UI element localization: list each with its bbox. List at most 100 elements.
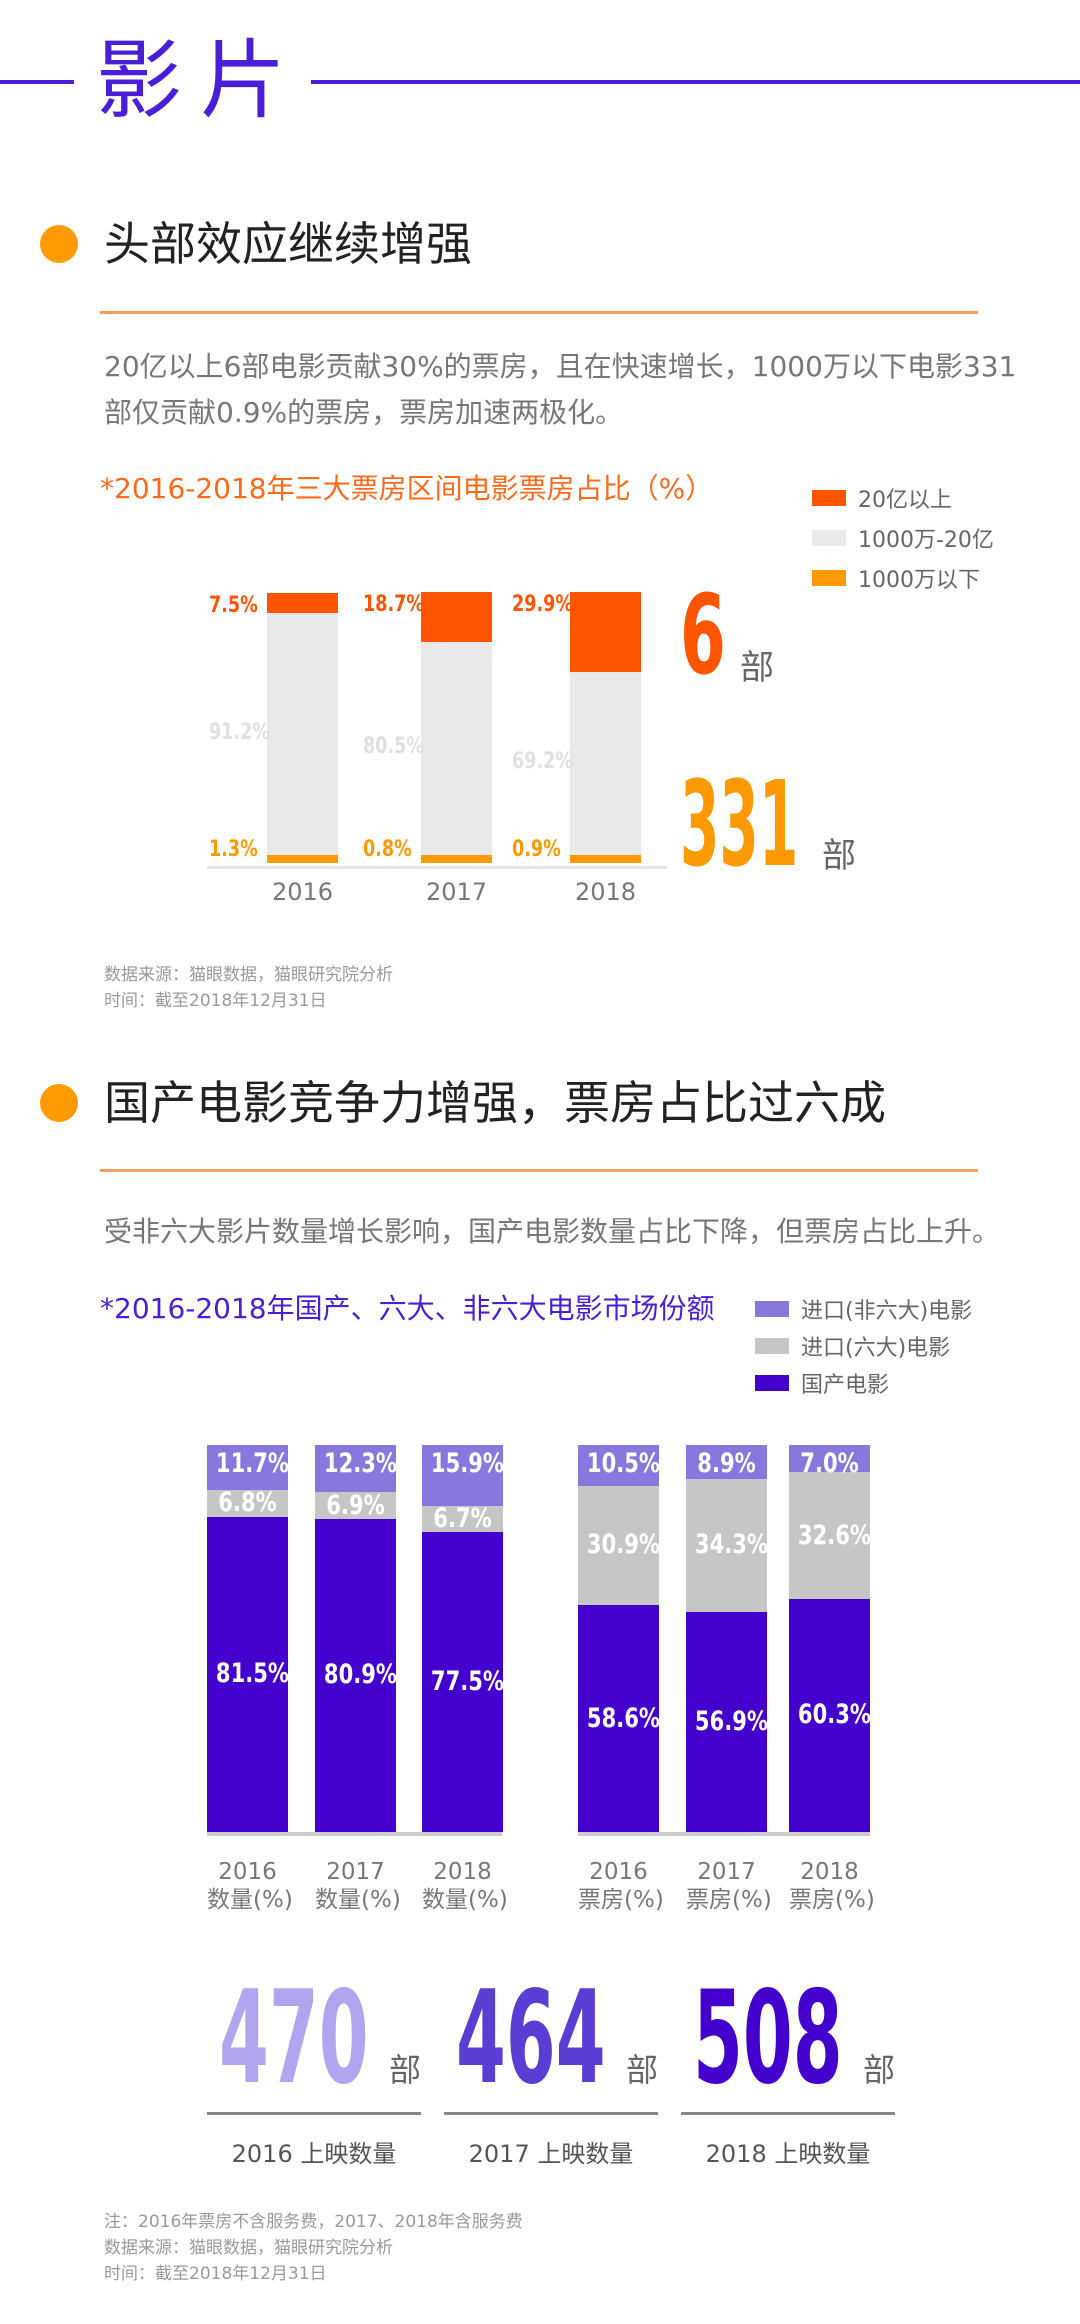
- bar-segment: [789, 1598, 870, 1832]
- bullet-icon: [40, 1084, 78, 1122]
- legend-swatch: [755, 1301, 789, 1317]
- chart1-title: *2016-2018年三大票房区间电影票房占比（%）: [100, 472, 714, 505]
- tick-metric: 数量(%): [422, 1887, 508, 1913]
- footnotes: 注：2016年票房不含服务费，2017、2018年含服务费 数据来源：猫眼数据，…: [104, 2209, 523, 2287]
- bar-segment: [422, 1532, 503, 1832]
- legend-swatch: [812, 490, 846, 506]
- bar-segment: [207, 1445, 288, 1491]
- bar-segment: [686, 1444, 767, 1480]
- count-unit: 部: [863, 2051, 896, 2089]
- chart1-legend-item: 20亿以上: [812, 482, 952, 514]
- bar-segment: [789, 1472, 870, 1599]
- bar-segment: [578, 1445, 659, 1486]
- tick-year: 2016: [589, 1859, 648, 1885]
- legend-swatch: [812, 530, 846, 546]
- bar-segment: [789, 1445, 870, 1473]
- bar-segment: [422, 1444, 503, 1507]
- bar-segment: [267, 613, 338, 855]
- data-label: 60.3%: [797, 1699, 871, 1731]
- bar-segment: [578, 1605, 659, 1832]
- x-tick-label: 2017 数量(%): [315, 1858, 401, 1914]
- data-label: 77.5%: [430, 1666, 504, 1698]
- bar-segment: [207, 1516, 288, 1832]
- data-label: 6.9%: [326, 1489, 385, 1521]
- section2-paragraph: 受非六大影片数量增长影响，国产电影数量占比下降，但票房占比上升。: [104, 1215, 1001, 1248]
- count-value: 508: [693, 1964, 843, 2113]
- bar-segment: [686, 1479, 767, 1612]
- legend-swatch: [755, 1338, 789, 1354]
- data-label: 80.5%: [363, 734, 425, 760]
- tick-metric: 票房(%): [578, 1887, 664, 1913]
- data-label: 69.2%: [512, 749, 574, 775]
- count-number: 470: [219, 1975, 379, 2103]
- tick-metric: 票房(%): [686, 1887, 772, 1913]
- x-tick-label: 2018: [574, 878, 637, 906]
- tick-metric: 数量(%): [315, 1887, 401, 1913]
- big-number: 6: [680, 571, 726, 699]
- bar-segment: [570, 855, 641, 863]
- x-tick-label: 2018 票房(%): [789, 1858, 875, 1914]
- count-number: 508: [693, 1975, 853, 2103]
- legend-swatch: [755, 1375, 789, 1391]
- source-line: 时间：截至2018年12月31日: [104, 991, 327, 1011]
- bar-segment: [421, 641, 492, 855]
- data-label: 29.9%: [512, 592, 574, 618]
- count-number: 464: [456, 1975, 616, 2103]
- paragraph-line: 20亿以上6部电影贡献30%的票房，且在快速增长，1000万以下电影331: [104, 350, 1017, 383]
- count-label: 2017 上映数量: [468, 2140, 634, 2168]
- chart2-title: *2016-2018年国产、六大、非六大电影市场份额: [100, 1292, 715, 1325]
- data-label: 6.8%: [218, 1487, 277, 1519]
- count-value: 464: [456, 1964, 606, 2113]
- data-label: 11.7%: [215, 1448, 289, 1479]
- x-tick-label: 2018 数量(%): [422, 1858, 508, 1914]
- count-underline: [681, 2112, 895, 2115]
- data-label: 18.7%: [363, 592, 425, 618]
- data-label: 58.6%: [586, 1702, 660, 1734]
- bar-segment: [422, 1506, 503, 1533]
- x-tick-label: 2017 票房(%): [686, 1858, 772, 1914]
- bar-segment: [686, 1611, 767, 1832]
- tick-year: 2018: [800, 1859, 859, 1885]
- bar-segment: [421, 855, 492, 863]
- data-label: 80.9%: [323, 1659, 397, 1691]
- chart2-legend-item: 进口(六大)电影: [755, 1330, 950, 1362]
- page-title: 影片: [96, 31, 304, 131]
- bar-segment: [267, 855, 338, 863]
- legend-label: 1000万以下: [858, 568, 980, 593]
- chart1-legend-item: 1000万-20亿: [812, 522, 994, 554]
- tick-year: 2018: [433, 1859, 492, 1885]
- data-label: 34.3%: [694, 1529, 768, 1561]
- data-label: 32.6%: [797, 1519, 871, 1551]
- bar-segment: [570, 592, 641, 672]
- chart1-legend-item: 1000万以下: [812, 562, 980, 594]
- chart2-baseline: [207, 1832, 502, 1836]
- x-tick-label: 2016 数量(%): [207, 1858, 293, 1914]
- note-line: 注：2016年票房不含服务费，2017、2018年含服务费: [104, 2212, 523, 2232]
- section1-paragraph: 20亿以上6部电影贡献30%的票房，且在快速增长，1000万以下电影331 部仅…: [104, 344, 1064, 436]
- count-value: 470: [219, 1964, 369, 2113]
- count-underline: [207, 2112, 421, 2115]
- bar-segment: [315, 1492, 396, 1519]
- data-label: 0.8%: [363, 837, 412, 862]
- note-line: 时间：截至2018年12月31日: [104, 2264, 327, 2284]
- bar-segment: [578, 1485, 659, 1606]
- data-label: 81.5%: [215, 1658, 289, 1690]
- big-number-bottom: 331: [680, 765, 808, 883]
- data-label: 56.9%: [694, 1705, 768, 1737]
- data-label: 15.9%: [430, 1447, 504, 1479]
- paragraph-line: 部仅贡献0.9%的票房，票房加速两极化。: [104, 396, 624, 429]
- bullet-icon: [40, 225, 78, 263]
- source-note: 数据来源：猫眼数据，猫眼研究院分析 时间：截至2018年12月31日: [104, 962, 393, 1014]
- big-number: 331: [680, 755, 799, 893]
- data-label: 1.3%: [209, 837, 258, 862]
- x-tick-label: 2017: [425, 878, 488, 906]
- bar-segment: [207, 1490, 288, 1517]
- chart2-legend-item: 国产电影: [755, 1367, 889, 1399]
- bar-segment: [421, 592, 492, 642]
- x-tick-label: 2016: [271, 878, 334, 906]
- data-label: 7.0%: [800, 1448, 859, 1480]
- tick-year: 2017: [697, 1859, 756, 1885]
- bar-segment: [570, 671, 641, 855]
- chart2-baseline: [578, 1832, 870, 1836]
- count-unit: 部: [389, 2051, 422, 2089]
